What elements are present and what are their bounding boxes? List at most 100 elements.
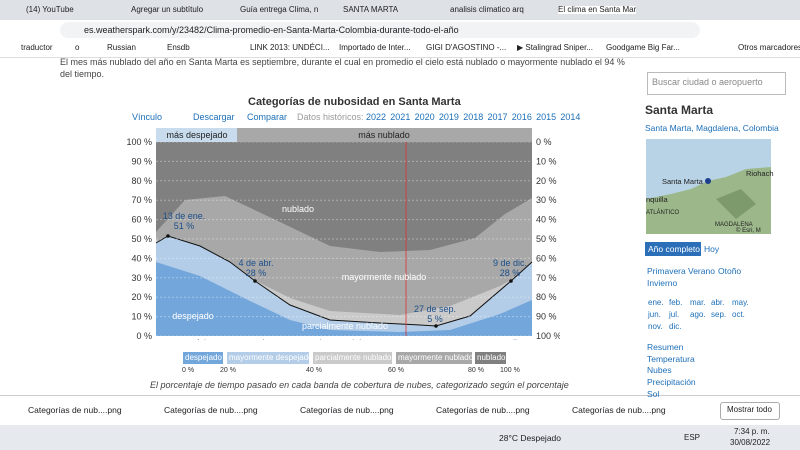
month-label: ene. <box>163 338 181 340</box>
view-link[interactable]: Año completo <box>648 244 700 254</box>
caption: El porcentaje de tiempo pasado en cada b… <box>150 380 569 390</box>
language[interactable]: ESP <box>684 433 701 442</box>
region-link[interactable]: Santa Marta, Magdalena, Colombia <box>645 123 779 133</box>
season-link[interactable]: Verano <box>688 266 715 276</box>
year-link[interactable]: 2021 <box>390 112 411 122</box>
clock-date[interactable]: 30/08/2022 <box>730 438 771 447</box>
month-link[interactable]: oct. <box>732 310 745 319</box>
bookmark[interactable]: Ensdb <box>167 43 190 52</box>
section-link[interactable]: Temperatura <box>647 353 695 364</box>
download-item[interactable]: Categorías de nub....png <box>28 405 122 415</box>
section-link[interactable]: Precipitación <box>647 377 696 388</box>
download-item[interactable]: Categorías de nub....png <box>436 405 530 415</box>
chart-link[interactable]: Comparar <box>247 112 288 122</box>
month-link[interactable]: ago. <box>690 310 706 319</box>
bookmark[interactable]: Otros marcadores <box>738 43 800 52</box>
legend-tick: 100 % <box>500 367 520 374</box>
band-label: despejado <box>172 311 214 321</box>
y2-tick-label: 50 % <box>536 234 557 244</box>
month-link[interactable]: ene. <box>648 298 664 307</box>
legend-tick: 20 % <box>220 367 236 374</box>
tab-title[interactable]: (14) YouTube <box>26 5 74 14</box>
season-link[interactable]: Otoño <box>718 266 742 276</box>
month-link[interactable]: sep. <box>711 310 727 319</box>
annotation-dot <box>166 234 170 238</box>
search-placeholder[interactable]: Buscar ciudad o aeropuerto <box>652 77 763 87</box>
y2-tick-label: 60 % <box>536 253 557 263</box>
year-link[interactable]: 2014 <box>560 112 581 122</box>
month-label: jun. <box>319 338 335 340</box>
bookmark[interactable]: LINK 2013: UNDÉCI... <box>250 43 330 52</box>
show-all-button[interactable] <box>720 402 780 420</box>
y2-tick-label: 0 % <box>536 137 552 147</box>
map-label: Riohach <box>746 169 774 178</box>
bookmark[interactable]: Goodgame Big Far... <box>606 43 680 52</box>
month-link[interactable]: may. <box>732 298 749 307</box>
bookmarks-bar <box>0 40 800 58</box>
month-link[interactable]: mar. <box>690 298 706 307</box>
bookmark[interactable]: ▶ Stalingrad Sniper... <box>517 43 593 52</box>
tab-title[interactable]: SANTA MARTA <box>343 5 399 14</box>
month-link[interactable]: nov. <box>648 322 663 331</box>
bookmark[interactable]: Importado de Inter... <box>339 43 411 52</box>
bookmark[interactable]: traductor <box>21 43 53 52</box>
tab-title[interactable]: El clima en Santa Mar <box>558 5 637 14</box>
address-bar[interactable] <box>60 22 700 38</box>
bookmark[interactable]: o <box>75 43 80 52</box>
month-label: abr. <box>257 338 272 340</box>
legend-tick: 0 % <box>182 367 195 374</box>
y2-tick-label: 40 % <box>536 215 557 225</box>
legend-swatch <box>396 352 472 364</box>
download-item[interactable]: Categorías de nub....png <box>164 405 258 415</box>
legend-swatch <box>183 352 223 364</box>
section-link[interactable]: Resumen <box>647 342 684 352</box>
chart-link[interactable]: Descargar <box>193 112 235 122</box>
legend-label: nublado <box>477 353 506 362</box>
url[interactable]: es.weatherspark.com/y/23482/Clima-promed… <box>84 25 459 35</box>
season-link[interactable]: Primavera <box>647 266 686 276</box>
y-tick-label: 60 % <box>131 215 152 225</box>
view-link[interactable]: Hoy <box>704 244 720 254</box>
download-item[interactable]: Categorías de nub....png <box>300 405 394 415</box>
month-link[interactable]: dic. <box>669 322 682 331</box>
month-label: nov. <box>477 338 493 340</box>
y-tick-label: 30 % <box>131 273 152 283</box>
weather[interactable]: 28°C Despejado <box>499 433 561 443</box>
annotation-dot <box>253 279 257 283</box>
section-link[interactable]: Nubes <box>647 365 672 376</box>
year-button[interactable] <box>645 242 701 256</box>
season-link[interactable]: Invierno <box>647 278 678 288</box>
section-link[interactable]: Sol <box>647 388 660 399</box>
tab-title[interactable]: Guía entrega Clima, n <box>240 5 319 14</box>
band-label: parcialmente nublado <box>302 321 388 331</box>
month-link[interactable]: jul. <box>669 310 680 319</box>
month-link[interactable]: jun. <box>648 310 661 319</box>
year-link[interactable]: 2015 <box>536 112 557 122</box>
year-link[interactable]: 2020 <box>414 112 435 122</box>
bookmark[interactable]: GIGI D'AGOSTINO -... <box>426 43 507 52</box>
clock-time[interactable]: 7:34 p. m. <box>734 427 770 436</box>
download-item[interactable]: Categorías de nub....png <box>572 405 666 415</box>
y-tick-label: 20 % <box>131 292 152 302</box>
month-link[interactable]: feb. <box>669 298 683 307</box>
legend-label: parcialmente nublado <box>315 353 392 362</box>
tab-title[interactable]: Agregar un subtítulo <box>131 5 204 14</box>
bookmark[interactable]: Russian <box>107 43 136 52</box>
year-link[interactable]: 2017 <box>487 112 508 122</box>
chart: 100 % 0 % 90 % 10 % 80 % 20 % 70 % 30 % 60 % 40 %… <box>126 128 560 340</box>
chart-title: Categorías de nubosidad en Santa Marta <box>248 96 461 108</box>
year-link[interactable]: 2018 <box>463 112 484 122</box>
show-all-label[interactable]: Mostrar todo <box>727 405 772 414</box>
year-link[interactable]: 2019 <box>438 112 459 122</box>
chart-link[interactable]: Vínculo <box>132 112 163 122</box>
legend-label: despejado <box>185 353 222 362</box>
month-link[interactable]: abr. <box>711 298 725 307</box>
month-label: ago. <box>380 338 398 340</box>
intro-text: El mes más nublado del año en Santa Mart… <box>60 57 625 79</box>
tab-title[interactable]: analisis climatico arq <box>450 5 524 14</box>
search-box[interactable] <box>647 72 786 95</box>
year-link[interactable]: 2016 <box>511 112 532 122</box>
year-link[interactable]: 2022 <box>366 112 387 122</box>
y2-tick-label: 70 % <box>536 273 557 283</box>
